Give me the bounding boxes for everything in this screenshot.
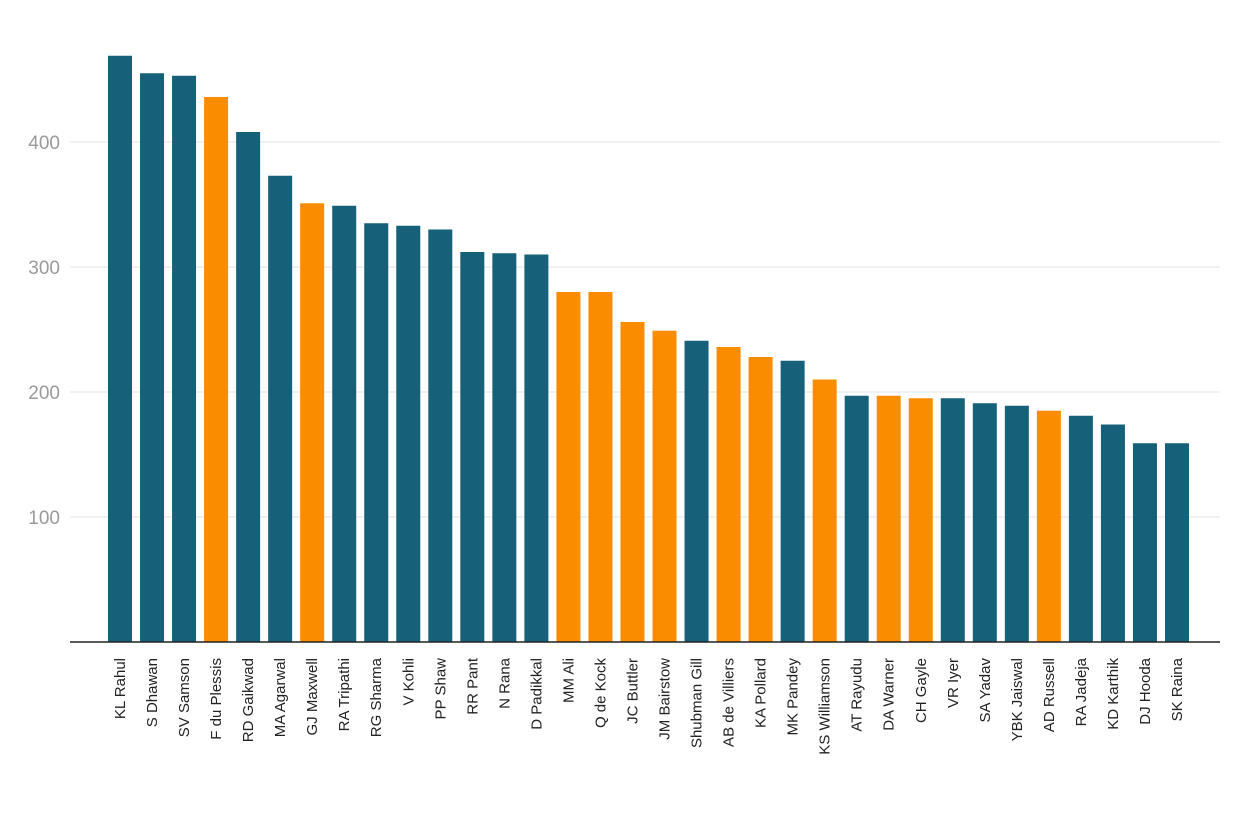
bar-q-de-kock [588, 292, 613, 642]
bar-rr-pant [460, 252, 485, 642]
x-tick-label-ybk-jaiswal: YBK Jaiswal [1009, 658, 1026, 741]
x-tick-label-ka-pollard: KA Pollard [753, 658, 770, 728]
y-axis-ticks: 100 200 300 400 [28, 133, 60, 529]
bar-sk-raina [1164, 443, 1189, 642]
x-tick-label-rd-gaikwad: RD Gaikwad [240, 658, 257, 742]
x-tick-label-ch-gayle: CH Gayle [913, 658, 930, 723]
x-tick-label-jm-bairstow: JM Bairstow [657, 658, 674, 740]
bar-mk-pandey [780, 360, 805, 642]
x-tick-label-n-rana: N Rana [496, 657, 513, 709]
bar-ad-russell [1036, 410, 1061, 642]
x-tick-label-mm-ali: MM Ali [560, 658, 577, 703]
x-tick-label-da-warner: DA Warner [881, 658, 898, 731]
x-tick-label-ad-russell: AD Russell [1041, 658, 1058, 732]
bar-sv-samson [172, 75, 197, 642]
x-tick-label-ma-agarwal: MA Agarwal [272, 658, 289, 737]
x-tick-label-gj-maxwell: GJ Maxwell [304, 658, 321, 736]
bar-ra-tripathi [332, 205, 357, 642]
bar-rd-gaikwad [236, 132, 261, 642]
bar-at-rayudu [844, 395, 869, 642]
bar-d-padikkal [524, 254, 549, 642]
x-tick-label-ra-jadeja: RA Jadeja [1073, 657, 1090, 726]
y-tick-label-200: 200 [28, 383, 60, 404]
bar-mm-ali [556, 292, 581, 642]
bar-jc-buttler [620, 322, 645, 642]
bar-ab-de-villiers [716, 347, 741, 642]
bar-vr-iyer [940, 398, 965, 642]
x-tick-label-kl-rahul: KL Rahul [112, 658, 129, 719]
x-tick-label-shubman-gill: Shubman Gill [689, 658, 706, 748]
x-tick-label-dj-hooda: DJ Hooda [1137, 657, 1154, 724]
x-tick-label-ab-de-villiers: AB de Villiers [721, 658, 738, 747]
y-tick-label-300: 300 [28, 258, 60, 279]
bar-dj-hooda [1132, 443, 1157, 642]
bar-kd-karthik [1100, 424, 1125, 642]
bar-ma-agarwal [268, 175, 293, 642]
bar-n-rana [492, 253, 517, 642]
bar-f-du-plessis [204, 97, 229, 642]
bar-ra-jadeja [1068, 415, 1093, 642]
x-tick-label-d-padikkal: D Padikkal [528, 658, 545, 730]
x-tick-label-sv-samson: SV Samson [176, 658, 193, 737]
x-tick-label-vr-iyer: VR Iyer [945, 658, 962, 708]
bar-shubman-gill [684, 340, 709, 642]
x-tick-label-at-rayudu: AT Rayudu [849, 658, 866, 732]
bar-pp-shaw [428, 229, 453, 642]
x-tick-label-sk-raina: SK Raina [1169, 657, 1186, 721]
x-tick-label-rg-sharma: RG Sharma [368, 657, 385, 737]
x-tick-label-jc-buttler: JC Buttler [624, 658, 641, 724]
y-tick-label-100: 100 [28, 508, 60, 529]
x-axis-labels: KL Rahul S Dhawan SV Samson F du Plessis RD … [112, 657, 1186, 755]
x-tick-label-q-de-kock: Q de Kock [592, 658, 609, 729]
bar-rg-sharma [364, 223, 389, 642]
bar-ch-gayle [908, 398, 933, 642]
x-tick-label-ra-tripathi: RA Tripathi [336, 658, 353, 731]
bar-ybk-jaiswal [1004, 405, 1029, 642]
bar-da-warner [876, 395, 901, 642]
x-tick-label-pp-shaw: PP Shaw [432, 658, 449, 720]
bar-jm-bairstow [652, 330, 677, 642]
bars [108, 55, 1189, 642]
bar-gj-maxwell [300, 203, 325, 642]
bar-sa-yadav [972, 403, 997, 642]
bar-ks-williamson [812, 379, 837, 642]
y-tick-label-400: 400 [28, 133, 60, 154]
bar-ka-pollard [748, 357, 773, 642]
x-tick-label-ks-williamson: KS Williamson [817, 658, 834, 755]
x-tick-label-f-du-plessis: F du Plessis [208, 658, 225, 740]
x-tick-label-s-dhawan: S Dhawan [144, 658, 161, 727]
x-tick-label-rr-pant: RR Pant [464, 657, 481, 715]
bar-kl-rahul [108, 55, 132, 642]
bar-s-dhawan [140, 73, 165, 642]
x-tick-label-mk-pandey: MK Pandey [785, 658, 802, 736]
bar-v-kohli [396, 225, 421, 642]
x-tick-label-kd-karthik: KD Karthik [1105, 658, 1122, 730]
x-tick-label-sa-yadav: SA Yadav [977, 658, 994, 723]
x-tick-label-v-kohli: V Kohli [400, 658, 417, 706]
